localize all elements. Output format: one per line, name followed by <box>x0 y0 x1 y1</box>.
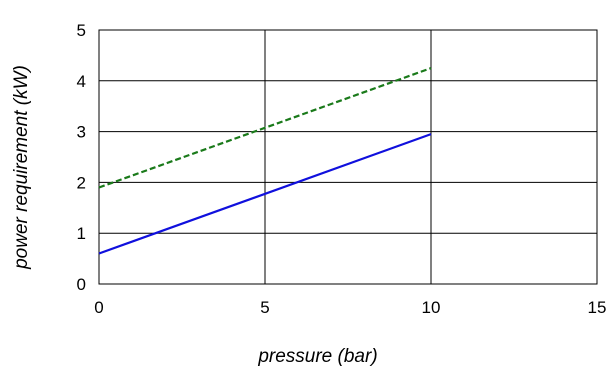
y-tick-label-1: 1 <box>77 224 86 243</box>
series-line-1 <box>98 133 432 255</box>
x-tick-label-15: 15 <box>588 298 607 317</box>
grid <box>98 29 598 285</box>
y-tick-label-2: 2 <box>77 173 86 192</box>
series-group <box>98 67 432 255</box>
y-axis-title: power requirement (kW) <box>11 65 32 270</box>
y-tick-labels: 0 1 2 3 4 5 <box>77 21 86 294</box>
x-tick-label-10: 10 <box>422 298 441 317</box>
plot-border <box>98 29 598 285</box>
y-tick-label-3: 3 <box>77 123 86 142</box>
y-tick-label-0: 0 <box>77 275 86 294</box>
series-line-2 <box>98 67 432 189</box>
x-tick-label-5: 5 <box>260 298 269 317</box>
x-tick-label-0: 0 <box>94 298 103 317</box>
x-axis-title: pressure (bar) <box>257 346 377 367</box>
x-tick-labels: 0 5 10 15 <box>94 298 606 317</box>
y-tick-label-5: 5 <box>77 21 86 40</box>
y-tick-label-4: 4 <box>77 72 86 91</box>
